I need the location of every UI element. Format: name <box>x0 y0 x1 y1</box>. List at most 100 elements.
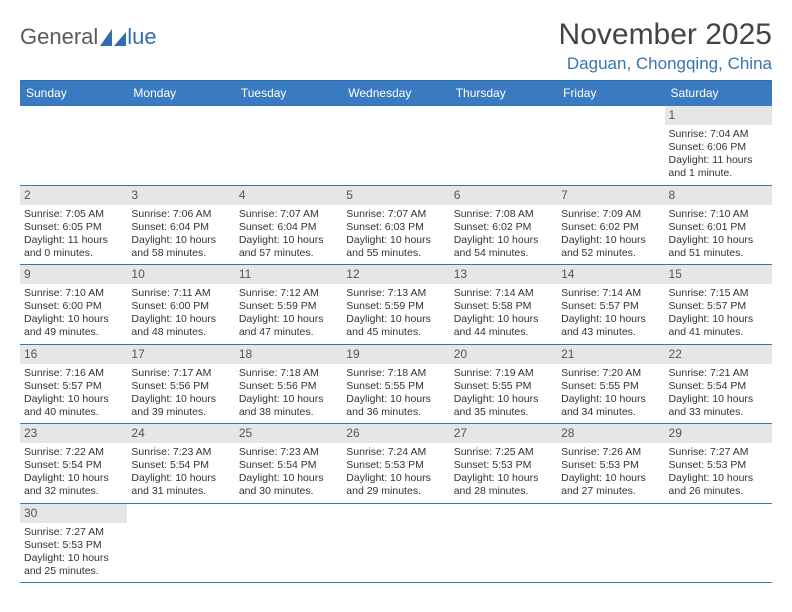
sunrise-text: Sunrise: 7:07 AM <box>346 208 445 221</box>
calendar-header-row: Sunday Monday Tuesday Wednesday Thursday… <box>20 81 772 106</box>
day-number: 29 <box>665 424 772 443</box>
calendar-day-empty <box>127 106 234 185</box>
sunset-text: Sunset: 5:55 PM <box>454 380 553 393</box>
sunset-text: Sunset: 6:00 PM <box>24 300 123 313</box>
sunset-text: Sunset: 5:54 PM <box>131 459 230 472</box>
daylight-text: Daylight: 10 hours and 27 minutes. <box>561 472 660 498</box>
day-number: 8 <box>665 186 772 205</box>
sunset-text: Sunset: 6:02 PM <box>561 221 660 234</box>
calendar-week: 9Sunrise: 7:10 AMSunset: 6:00 PMDaylight… <box>20 265 772 345</box>
day-number: 4 <box>235 186 342 205</box>
day-number: 25 <box>235 424 342 443</box>
calendar-day: 6Sunrise: 7:08 AMSunset: 6:02 PMDaylight… <box>450 186 557 265</box>
sunset-text: Sunset: 6:04 PM <box>131 221 230 234</box>
calendar-day: 27Sunrise: 7:25 AMSunset: 5:53 PMDayligh… <box>450 424 557 503</box>
sunrise-text: Sunrise: 7:14 AM <box>561 287 660 300</box>
daylight-text: Daylight: 10 hours and 32 minutes. <box>24 472 123 498</box>
day-label-sat: Saturday <box>665 81 772 106</box>
calendar: Sunday Monday Tuesday Wednesday Thursday… <box>20 80 772 583</box>
calendar-day: 21Sunrise: 7:20 AMSunset: 5:55 PMDayligh… <box>557 345 664 424</box>
calendar-day-empty <box>235 106 342 185</box>
sunset-text: Sunset: 5:53 PM <box>561 459 660 472</box>
daylight-text: Daylight: 10 hours and 44 minutes. <box>454 313 553 339</box>
sunset-text: Sunset: 5:55 PM <box>346 380 445 393</box>
calendar-week: 1Sunrise: 7:04 AMSunset: 6:06 PMDaylight… <box>20 106 772 186</box>
daylight-text: Daylight: 11 hours and 0 minutes. <box>24 234 123 260</box>
sunrise-text: Sunrise: 7:09 AM <box>561 208 660 221</box>
sunrise-text: Sunrise: 7:13 AM <box>346 287 445 300</box>
day-number: 23 <box>20 424 127 443</box>
sunset-text: Sunset: 6:00 PM <box>131 300 230 313</box>
calendar-day: 14Sunrise: 7:14 AMSunset: 5:57 PMDayligh… <box>557 265 664 344</box>
day-number: 26 <box>342 424 449 443</box>
sunrise-text: Sunrise: 7:26 AM <box>561 446 660 459</box>
day-label-thu: Thursday <box>450 81 557 106</box>
sunset-text: Sunset: 5:53 PM <box>24 539 123 552</box>
daylight-text: Daylight: 10 hours and 28 minutes. <box>454 472 553 498</box>
calendar-day: 16Sunrise: 7:16 AMSunset: 5:57 PMDayligh… <box>20 345 127 424</box>
daylight-text: Daylight: 10 hours and 52 minutes. <box>561 234 660 260</box>
calendar-day: 17Sunrise: 7:17 AMSunset: 5:56 PMDayligh… <box>127 345 234 424</box>
sunrise-text: Sunrise: 7:23 AM <box>131 446 230 459</box>
day-number: 21 <box>557 345 664 364</box>
sunrise-text: Sunrise: 7:07 AM <box>239 208 338 221</box>
day-label-mon: Monday <box>127 81 234 106</box>
sunset-text: Sunset: 5:56 PM <box>239 380 338 393</box>
sunset-text: Sunset: 5:55 PM <box>561 380 660 393</box>
calendar-day-empty <box>557 106 664 185</box>
sunrise-text: Sunrise: 7:19 AM <box>454 367 553 380</box>
sunset-text: Sunset: 5:59 PM <box>346 300 445 313</box>
calendar-day: 3Sunrise: 7:06 AMSunset: 6:04 PMDaylight… <box>127 186 234 265</box>
daylight-text: Daylight: 10 hours and 41 minutes. <box>669 313 768 339</box>
sunrise-text: Sunrise: 7:18 AM <box>239 367 338 380</box>
day-number: 10 <box>127 265 234 284</box>
daylight-text: Daylight: 10 hours and 47 minutes. <box>239 313 338 339</box>
calendar-day: 13Sunrise: 7:14 AMSunset: 5:58 PMDayligh… <box>450 265 557 344</box>
day-number: 28 <box>557 424 664 443</box>
logo-text-right: lue <box>127 24 156 50</box>
day-number: 27 <box>450 424 557 443</box>
sunrise-text: Sunrise: 7:21 AM <box>669 367 768 380</box>
daylight-text: Daylight: 10 hours and 43 minutes. <box>561 313 660 339</box>
day-label-tue: Tuesday <box>235 81 342 106</box>
calendar-day: 9Sunrise: 7:10 AMSunset: 6:00 PMDaylight… <box>20 265 127 344</box>
day-number: 15 <box>665 265 772 284</box>
day-number: 12 <box>342 265 449 284</box>
sunset-text: Sunset: 6:04 PM <box>239 221 338 234</box>
sunset-text: Sunset: 5:53 PM <box>669 459 768 472</box>
sunrise-text: Sunrise: 7:24 AM <box>346 446 445 459</box>
daylight-text: Daylight: 10 hours and 38 minutes. <box>239 393 338 419</box>
calendar-day-empty <box>342 504 449 583</box>
daylight-text: Daylight: 10 hours and 39 minutes. <box>131 393 230 419</box>
daylight-text: Daylight: 10 hours and 36 minutes. <box>346 393 445 419</box>
daylight-text: Daylight: 10 hours and 48 minutes. <box>131 313 230 339</box>
daylight-text: Daylight: 10 hours and 40 minutes. <box>24 393 123 419</box>
day-number: 19 <box>342 345 449 364</box>
logo-sail-icon <box>100 28 126 46</box>
daylight-text: Daylight: 11 hours and 1 minute. <box>669 154 768 180</box>
calendar-day: 1Sunrise: 7:04 AMSunset: 6:06 PMDaylight… <box>665 106 772 185</box>
day-number: 18 <box>235 345 342 364</box>
day-number: 30 <box>20 504 127 523</box>
location-label: Daguan, Chongqing, China <box>559 54 772 74</box>
daylight-text: Daylight: 10 hours and 31 minutes. <box>131 472 230 498</box>
day-label-fri: Friday <box>557 81 664 106</box>
day-number: 2 <box>20 186 127 205</box>
calendar-day: 7 Sunrise: 7:09 AMSunset: 6:02 PMDaylight… <box>557 186 664 265</box>
sunrise-text: Sunrise: 7:27 AM <box>669 446 768 459</box>
daylight-text: Daylight: 10 hours and 26 minutes. <box>669 472 768 498</box>
sunrise-text: Sunrise: 7:10 AM <box>669 208 768 221</box>
day-number: 1 <box>665 106 772 125</box>
calendar-day: 18 Sunrise: 7:18 AMSunset: 5:56 PMDayligh… <box>235 345 342 424</box>
day-number: 3 <box>127 186 234 205</box>
daylight-text: Daylight: 10 hours and 54 minutes. <box>454 234 553 260</box>
logo: General lue <box>20 18 157 50</box>
day-label-sun: Sunday <box>20 81 127 106</box>
calendar-day-empty <box>665 504 772 583</box>
calendar-week: 16Sunrise: 7:16 AMSunset: 5:57 PMDayligh… <box>20 345 772 425</box>
day-number: 13 <box>450 265 557 284</box>
day-number: 7 <box>557 186 664 205</box>
sunset-text: Sunset: 5:54 PM <box>669 380 768 393</box>
calendar-week: 2Sunrise: 7:05 AMSunset: 6:05 PMDaylight… <box>20 186 772 266</box>
day-number: 9 <box>20 265 127 284</box>
